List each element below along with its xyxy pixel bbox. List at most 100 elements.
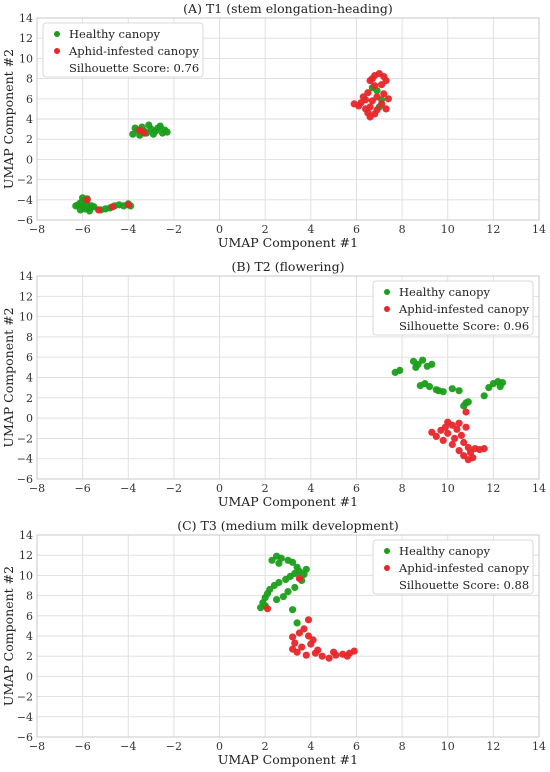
panel-c-x-tick-label: 14	[532, 740, 546, 753]
panel-a-x-tick-label: 0	[216, 223, 223, 236]
panel-b-legend-label-aphid: Aphid-infested canopy	[398, 302, 529, 316]
panel-b-y-tick-label: −6	[17, 473, 33, 486]
panel-b-y-tick-label: 6	[26, 351, 33, 364]
panel-b-y-tick-label: −2	[17, 432, 33, 445]
panel-a-point-aphid	[366, 103, 374, 111]
panel-c-point-aphid	[343, 652, 351, 660]
panel-c-y-tick-label: −4	[17, 711, 33, 724]
panel-c-silhouette-score: Silhouette Score: 0.88	[399, 578, 529, 592]
panel-a-x-axis-label: UMAP Component #1	[218, 235, 358, 250]
panel-a-x-tick-label: 14	[532, 223, 546, 236]
panel-c-point-aphid	[304, 616, 313, 624]
panel-b-point-aphid	[455, 419, 463, 427]
panel-c-point-aphid	[350, 647, 358, 655]
panel-a-title: (A) T1 (stem elongation-heading)	[183, 1, 393, 16]
panel-c-point-aphid	[289, 633, 297, 641]
panel-b-point-healthy	[455, 387, 463, 395]
panel-b-x-tick-label: 2	[262, 482, 269, 495]
panel-b-point-healthy	[496, 383, 504, 391]
panel-b-point-aphid	[432, 432, 440, 440]
panel-a-point-aphid	[368, 75, 376, 83]
panel-c-x-tick-label: −6	[75, 740, 91, 753]
panel-c-legend: Healthy canopy Aphid-infested canopy Sil…	[372, 539, 534, 595]
panel-c-point-healthy	[293, 563, 301, 571]
panel-a-y-tick-label: 8	[26, 73, 33, 86]
panel-c-y-tick-label: 14	[19, 529, 33, 542]
panel-c-legend-marker-healthy	[384, 548, 390, 554]
panel-b-plot-area	[36, 275, 540, 480]
panel-b-x-tick-label: −8	[29, 482, 45, 495]
panel-b-point-healthy	[448, 385, 456, 393]
panel-c-x-axis-label: UMAP Component #1	[218, 752, 358, 767]
panel-b-point-aphid	[455, 447, 463, 455]
panel-b-x-tick-label: −4	[120, 482, 136, 495]
panel-c-x-tick-label: 8	[399, 740, 406, 753]
panel-c: (C) T3 (medium milk development) −8 −6 −4−…	[1, 518, 546, 767]
panel-a-y-tick-label: 10	[19, 52, 33, 65]
panel-a-point-aphid	[382, 105, 390, 113]
panel-c-point-aphid	[302, 651, 310, 659]
panel-c-x-tick-label: 4	[307, 740, 314, 753]
panel-b-x-tick-label: 6	[353, 482, 360, 495]
panel-a-plot-area	[36, 17, 540, 221]
panel-a-x-tick-label: 4	[307, 223, 314, 236]
panel-a-point-aphid	[373, 93, 381, 101]
panel-c-y-tick-label: −2	[17, 691, 33, 704]
panel-a-x-tick-label: 6	[353, 223, 360, 236]
panel-a-y-ticks: −6 −4 −2 0 2 4 6 8 10 12 14	[17, 12, 33, 227]
panel-c-point-healthy	[279, 593, 287, 601]
panel-b-point-healthy	[412, 363, 420, 371]
panel-b-silhouette-score: Silhouette Score: 0.96	[399, 319, 529, 333]
panel-a-legend-marker-healthy	[54, 31, 60, 37]
panel-a-point-aphid	[378, 100, 386, 108]
panel-a-y-tick-label: 14	[19, 12, 33, 25]
panel-a-y-tick-label: 4	[26, 113, 33, 126]
panel-a-point-aphid	[83, 196, 91, 204]
panel-b-point-aphid	[460, 452, 468, 460]
panel-a-y-tick-label: −2	[17, 174, 33, 187]
panel-c-x-ticks: −8 −6 −4 −2 0 2 4 6 8 10 12 14	[29, 740, 546, 753]
panel-c-point-healthy	[289, 606, 297, 614]
panel-a-point-aphid	[378, 81, 386, 89]
panel-a-points	[72, 70, 392, 215]
panel-b-point-healthy	[428, 360, 436, 368]
panel-c-point-aphid	[307, 640, 315, 648]
panel-b-x-axis-label: UMAP Component #1	[218, 494, 358, 509]
panel-b-x-tick-label: −2	[166, 482, 182, 495]
panel-a-x-tick-label: 2	[262, 223, 269, 236]
panel-c-point-aphid	[330, 648, 338, 656]
panel-c-legend-label-healthy: Healthy canopy	[399, 544, 491, 558]
panel-c-point-aphid	[295, 629, 303, 637]
panel-a-x-tick-label: −6	[75, 223, 91, 236]
panel-c-legend-marker-aphid	[384, 565, 390, 571]
panel-c-point-aphid	[263, 605, 272, 613]
panel-a-point-aphid	[95, 206, 103, 214]
panel-a-x-tick-label: −2	[166, 223, 182, 236]
panel-c-y-tick-label: 6	[26, 610, 33, 623]
panel-a-point-aphid	[359, 93, 367, 101]
panel-a-point-healthy	[129, 130, 137, 138]
panel-c-point-aphid	[314, 646, 322, 654]
panel-a-legend: Healthy canopy Aphid-infested canopy Sil…	[42, 22, 204, 78]
panel-c-y-tick-label: 4	[26, 630, 33, 643]
panel-a-legend-box	[42, 22, 204, 78]
panel-c-x-tick-label: −4	[120, 740, 136, 753]
panel-b-y-tick-label: 4	[26, 372, 33, 385]
panel-b-point-healthy	[480, 392, 488, 400]
panel-a-point-healthy	[158, 129, 167, 137]
panel-a-x-tick-label: 8	[399, 223, 406, 236]
panel-c-point-aphid	[300, 625, 308, 633]
panel-b-y-tick-label: −4	[17, 453, 33, 466]
panel-b-legend: Healthy canopy Aphid-infested canopy Sil…	[372, 280, 534, 336]
panel-b-x-tick-label: 4	[307, 482, 314, 495]
panel-b-y-tick-label: 10	[19, 311, 33, 324]
panel-a-x-tick-label: 12	[486, 223, 500, 236]
panel-a-y-tick-label: −4	[17, 194, 33, 207]
panel-b-x-tick-label: 0	[216, 482, 223, 495]
panel-a-y-tick-label: 0	[26, 153, 33, 166]
panel-a-point-healthy	[145, 121, 153, 129]
panel-c-point-healthy	[291, 583, 299, 592]
panel-a-x-ticks: −8 −6 −4 −2 0 2 4 6 8 10 12 14	[29, 223, 546, 236]
panel-a-point-healthy	[76, 206, 84, 214]
